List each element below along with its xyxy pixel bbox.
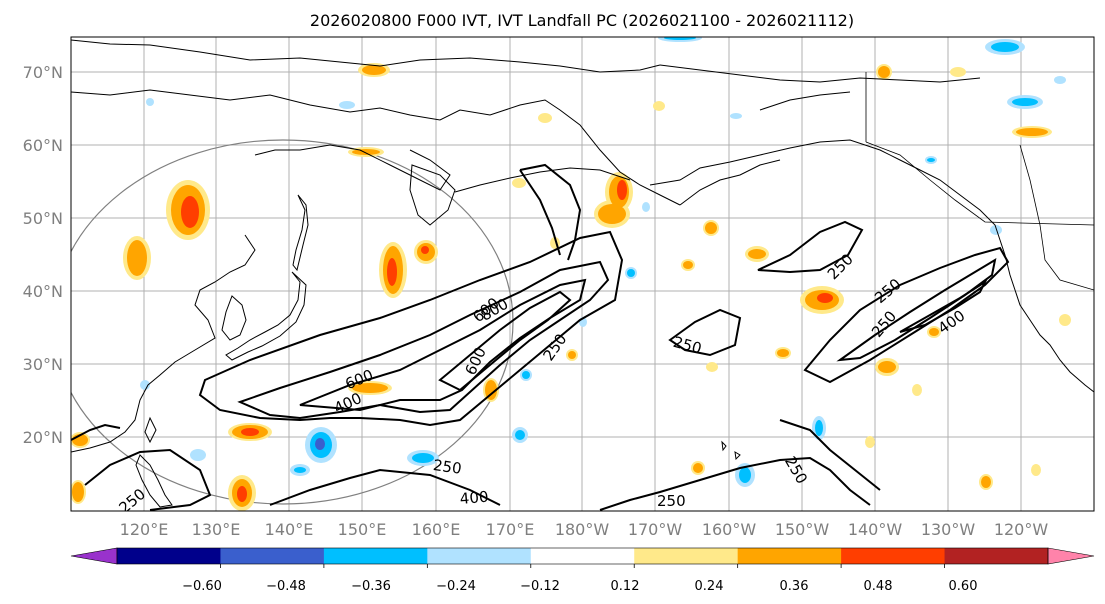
map-area: 600 400 600 800 250 600 250 250 400 250 …: [71, 37, 1094, 511]
colorbar-segment: [220, 548, 325, 564]
colorbar-tick-label: −0.48: [266, 579, 306, 594]
colorbar-tick-label: 0.36: [780, 579, 809, 594]
map-frame: [70, 36, 1095, 512]
colorbar-tick-label: 0.12: [611, 579, 640, 594]
lon-label: 130°E: [192, 520, 241, 539]
lat-label-50n: 50°N: [23, 209, 63, 228]
colorbar-tick-label: 0.60: [949, 579, 978, 594]
political-boundaries: [865, 72, 1094, 291]
colorbar-tick-label: 0.48: [864, 579, 893, 594]
colorbar-tick-label: 0.24: [695, 579, 724, 594]
colorbar-segment: [841, 548, 946, 564]
coastlines: [71, 39, 1094, 508]
colorbar-extend-low: [70, 547, 118, 565]
lat-label-60n: 60°N: [23, 136, 63, 155]
map-title: 2026020800 F000 IVT, IVT Landfall PC (20…: [310, 11, 854, 30]
colorbar: [70, 547, 1095, 568]
lon-label: 170°E: [486, 520, 535, 539]
lon-label: 170°W: [628, 520, 683, 539]
colorbar-segment: [117, 548, 221, 564]
ivt-contours: [71, 163, 1010, 511]
colorbar-tick-label: −0.36: [351, 579, 391, 594]
lon-label: 120°W: [994, 520, 1049, 539]
colorbar-segment: [427, 548, 532, 564]
colorbar-segment: [530, 548, 635, 564]
colorbar-tick-label: −0.24: [436, 579, 476, 594]
lon-label: 140°E: [265, 520, 314, 539]
lat-label-20n: 20°N: [23, 428, 63, 447]
lat-label-70n: 70°N: [23, 63, 63, 82]
colorbar-segment: [737, 548, 842, 564]
lon-label: 150°E: [338, 520, 387, 539]
contour-label: 250: [657, 492, 686, 510]
lon-label: 160°W: [702, 520, 757, 539]
colorbar-extend-high: [1047, 547, 1095, 565]
colorbar-tick-label: −0.12: [520, 579, 560, 594]
lon-label: 140°W: [848, 520, 903, 539]
colorbar-segment: [634, 548, 739, 564]
lat-label-30n: 30°N: [23, 355, 63, 374]
contour-label: 250: [432, 456, 463, 478]
contour-label: 400: [459, 488, 489, 508]
lon-label: 180°W: [555, 520, 610, 539]
lon-label: 150°W: [775, 520, 830, 539]
colorbar-tick-labels: −0.60 −0.48 −0.36 −0.24 −0.12 0.12 0.24 …: [182, 579, 977, 594]
landfall-region-circle: [71, 139, 514, 505]
colorbar-segment: [323, 548, 428, 564]
lon-label: 160°E: [412, 520, 461, 539]
colorbar-segment: [944, 548, 1049, 564]
gridlines: [71, 37, 1094, 511]
lat-label-40n: 40°N: [23, 282, 63, 301]
colorbar-border: [116, 547, 1049, 565]
colorbar-tick-label: −0.60: [182, 579, 222, 594]
latitude-labels: 70°N 60°N 50°N 40°N 30°N 20°N: [23, 63, 63, 447]
lon-label: 130°W: [921, 520, 976, 539]
lon-label: 120°E: [120, 520, 169, 539]
longitude-labels: 120°E 130°E 140°E 150°E 160°E 170°E 180°…: [120, 520, 1049, 539]
